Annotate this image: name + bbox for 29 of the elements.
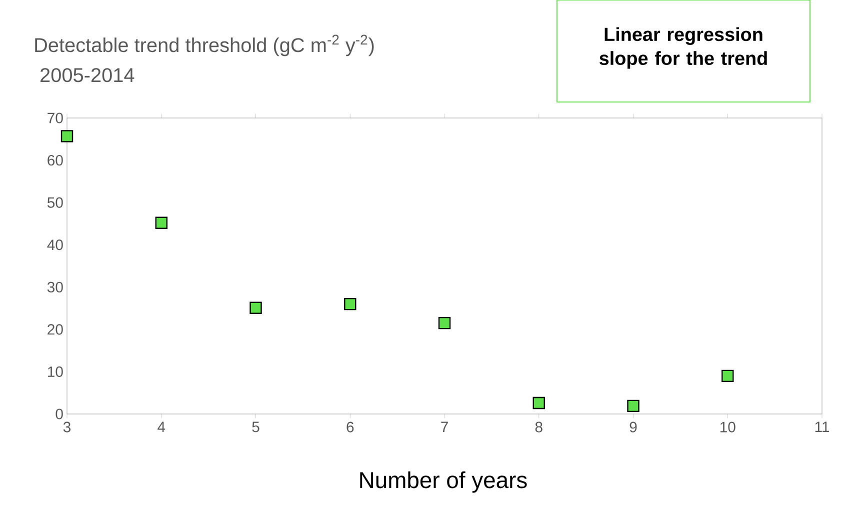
- x-tick-label: 9: [630, 422, 637, 432]
- x-tick-label: 11: [815, 422, 830, 432]
- point: [627, 400, 640, 412]
- point: [438, 316, 451, 330]
- y-tick-label: 70: [48, 112, 63, 124]
- x-tick-label: 7: [441, 422, 448, 432]
- x-tick-label: 5: [252, 422, 260, 432]
- point: [155, 216, 168, 229]
- x-tick-label: 10: [720, 422, 736, 432]
- x-axis-title: Number of years: [360, 471, 527, 493]
- y-tick-label: 40: [47, 240, 63, 250]
- y-tick-label: 30: [47, 282, 63, 292]
- x-tick-label: 6: [346, 422, 354, 432]
- text: Linear regression slope for the trend: [600, 27, 767, 69]
- x-tick-label: 3: [63, 422, 71, 432]
- x-tick-label: 8: [535, 422, 542, 432]
- point: [722, 370, 734, 382]
- point: [532, 396, 545, 410]
- y-tick-label: 0: [56, 408, 63, 420]
- point: [60, 130, 74, 142]
- chart-title: Detectable trend threshold (gC m$^{-2}$ y$^{-2}$): [35, 34, 374, 56]
- point: [344, 298, 356, 310]
- y-tick-label: 60: [48, 154, 63, 166]
- y-tick-label: 10: [48, 366, 63, 377]
- chart-subtitle: 2005-2014: [40, 68, 134, 82]
- point: [250, 302, 262, 314]
- x-tick-label: 4: [158, 422, 166, 432]
- y-tick-label: 50: [47, 197, 63, 208]
- y-tick-label: 20: [48, 324, 63, 335]
